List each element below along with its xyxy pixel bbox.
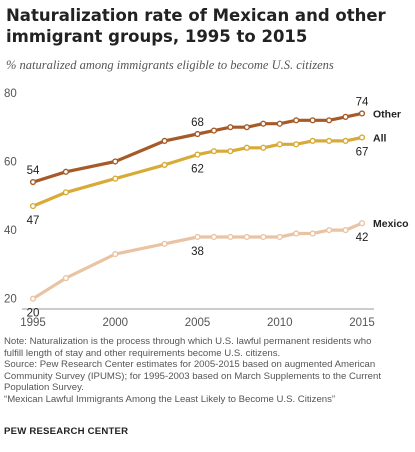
data-point-other	[293, 117, 300, 124]
series-label-other: Other	[373, 108, 401, 120]
data-label-all: 67	[356, 146, 369, 158]
data-point-all	[29, 202, 37, 210]
report-title-line: “Mexican Lawful Immigrants Among the Lea…	[4, 393, 336, 405]
series-label-all: All	[373, 132, 387, 144]
axis-layer: 20 40 60 80 1995 2000 2005 2010 2015	[4, 88, 375, 329]
source-organization: PEW RESEARCH CENTER	[4, 426, 129, 437]
y-tick-label: 40	[4, 225, 17, 237]
source-line: Source: Pew Research Center estimates fo…	[4, 359, 376, 371]
data-label-mexico: 38	[191, 246, 204, 258]
data-point-mexico	[227, 233, 234, 241]
data-point-other	[227, 124, 234, 131]
data-point-other	[194, 130, 201, 138]
data-label-mexico: 20	[27, 308, 40, 320]
chart-notes: Note: Naturalization is the process thro…	[4, 336, 412, 406]
x-tick-label: 1995	[20, 317, 46, 329]
data-point-other	[260, 120, 267, 127]
data-label-other: 74	[356, 96, 369, 108]
data-point-all	[342, 137, 349, 144]
data-point-other	[62, 168, 70, 175]
data-point-mexico	[260, 233, 267, 241]
data-point-other	[342, 113, 349, 120]
data-label-other: 68	[191, 117, 204, 129]
data-point-other	[358, 110, 366, 117]
data-point-mexico	[161, 240, 168, 247]
source-line: Community Survey (IPUMS); for 1995-2003 …	[4, 370, 381, 382]
x-tick-label: 2000	[102, 317, 128, 329]
data-label-mexico: 42	[356, 232, 369, 244]
data-point-all	[243, 144, 250, 151]
data-point-other	[276, 120, 283, 127]
data-point-all	[358, 134, 366, 141]
data-point-mexico	[62, 275, 70, 282]
y-tick-label: 60	[4, 156, 17, 168]
data-point-mexico	[326, 226, 333, 234]
x-tick-label: 2005	[185, 317, 211, 329]
data-point-other	[210, 127, 218, 134]
data-point-other	[243, 124, 250, 131]
data-point-other	[309, 117, 316, 124]
data-point-mexico	[29, 295, 37, 302]
data-point-all	[309, 137, 316, 144]
y-tick-label: 20	[4, 294, 17, 306]
data-point-all	[227, 148, 234, 155]
data-label-other: 54	[27, 165, 40, 177]
note-line: Note: Naturalization is the process thro…	[4, 336, 372, 347]
data-point-mexico	[276, 233, 283, 241]
data-point-other	[161, 137, 168, 144]
x-tick-label: 2010	[267, 317, 293, 329]
line-chart: 20 40 60 80 1995 2000 2005 2010 2015 54 68 74 Other…	[4, 88, 409, 329]
data-point-mexico	[309, 230, 316, 237]
source-line: Population Survey.	[4, 382, 84, 394]
data-point-all	[210, 148, 218, 155]
x-tick-label: 2015	[349, 317, 375, 329]
label-layer: 54 68 74 Other 47 62 67 All 20 38 42 Mexico	[27, 96, 409, 319]
data-label-all: 47	[27, 215, 40, 227]
data-point-mexico	[112, 251, 119, 258]
data-point-mexico	[293, 230, 300, 237]
data-point-mexico	[194, 233, 201, 241]
data-point-mexico	[358, 220, 366, 227]
series-label-mexico: Mexico	[373, 218, 409, 230]
series-layer	[29, 110, 366, 302]
data-point-all	[276, 141, 283, 148]
data-point-all	[326, 137, 333, 144]
note-line: fulfill length of stay and other require…	[4, 347, 281, 359]
data-point-all	[194, 151, 201, 158]
data-point-mexico	[210, 233, 218, 241]
data-point-all	[293, 141, 300, 148]
data-point-other	[29, 178, 37, 186]
data-point-all	[62, 189, 70, 196]
data-point-other	[326, 117, 333, 124]
chart-title: Naturalization rate of Mexican and other…	[6, 6, 386, 46]
data-point-all	[260, 144, 267, 151]
data-point-other	[112, 158, 119, 165]
data-point-all	[161, 161, 168, 169]
data-label-all: 62	[191, 164, 204, 176]
data-point-mexico	[342, 226, 349, 234]
data-point-mexico	[243, 233, 250, 241]
data-point-all	[112, 175, 119, 182]
y-tick-label: 80	[4, 88, 17, 100]
chart-subtitle: % naturalized among immigrants eligible …	[6, 58, 334, 72]
